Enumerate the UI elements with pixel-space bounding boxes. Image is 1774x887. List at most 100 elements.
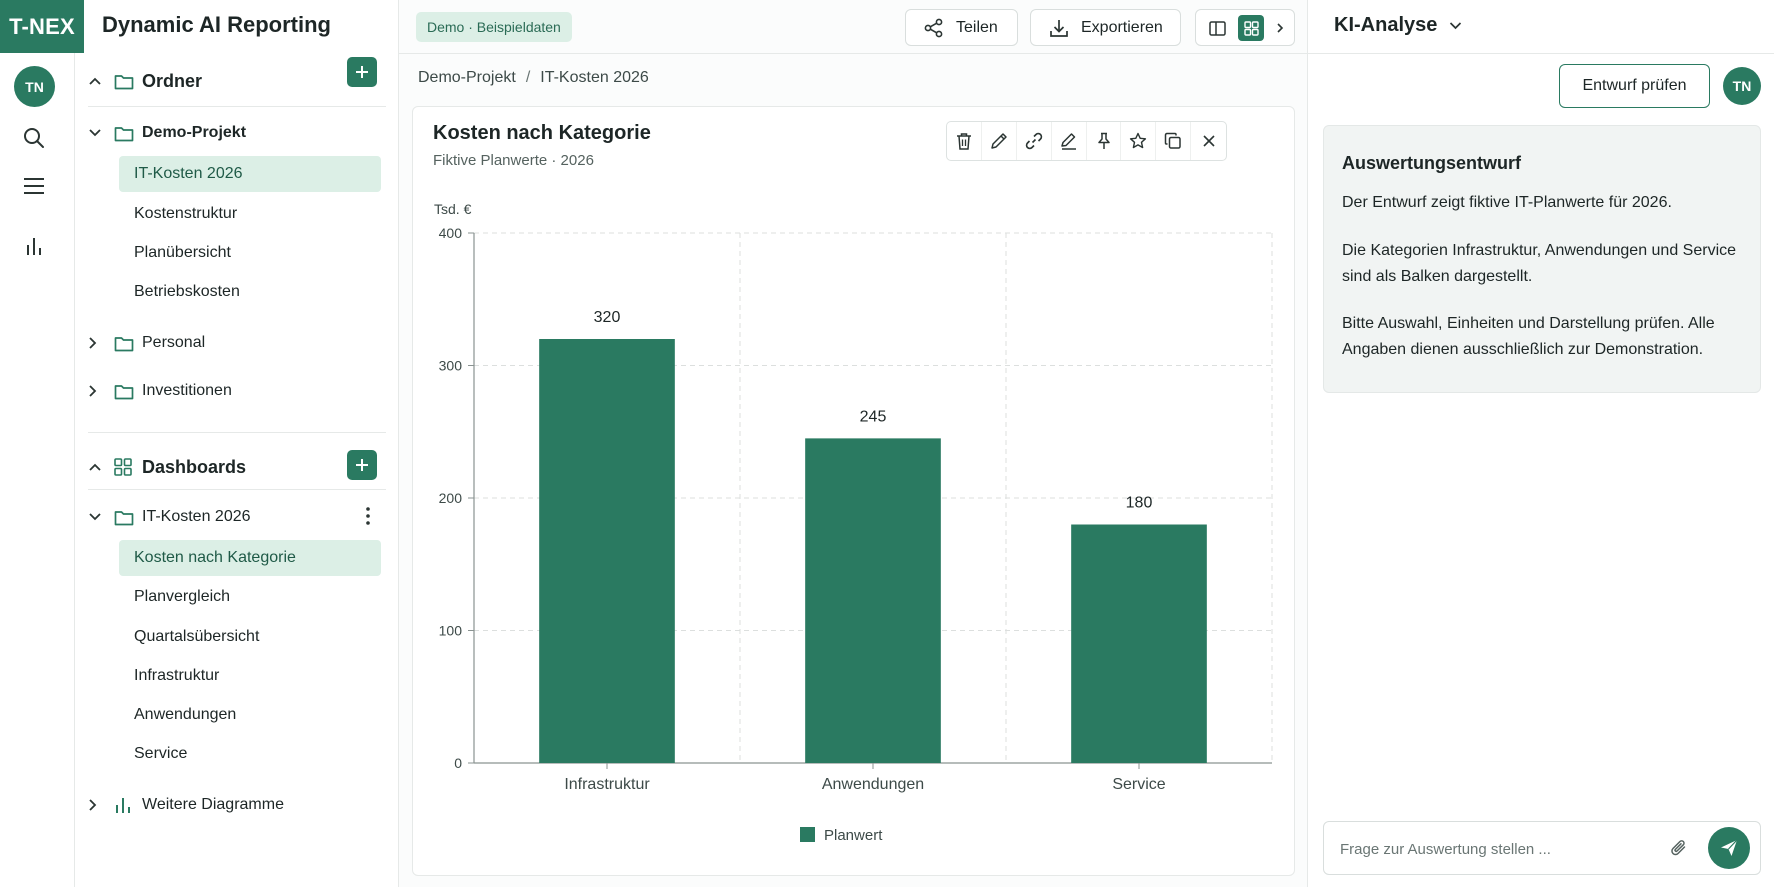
divider	[88, 489, 386, 490]
sidebar-item-planuebersicht[interactable]: Planübersicht	[134, 244, 231, 261]
y-tick-label: 400	[439, 225, 463, 241]
chat-input[interactable]	[1340, 837, 1640, 861]
folder-label: Demo-Projekt	[142, 124, 247, 141]
delete-icon[interactable]	[947, 122, 982, 160]
chart-title: Kosten nach Kategorie	[433, 122, 651, 144]
folder-icon	[114, 73, 142, 90]
analysis-paragraph: Die Kategorien Infrastruktur, Anwendunge…	[1342, 242, 1737, 285]
view-toggle	[1195, 9, 1295, 46]
folder-label: IT-Kosten 2026	[142, 508, 251, 525]
chevron-up-icon	[88, 462, 114, 472]
sidebar-item-betriebskosten[interactable]: Betriebskosten	[134, 283, 240, 300]
y-tick-label: 100	[439, 623, 463, 639]
link-icon[interactable]	[1017, 122, 1052, 160]
y-axis-unit-label: Tsd. €	[434, 201, 472, 217]
paperclip-icon[interactable]	[1666, 834, 1692, 862]
breadcrumb-item[interactable]: IT-Kosten 2026	[540, 69, 649, 86]
brand-logo[interactable]: T-NEX	[0, 0, 84, 53]
bar-chart-icon	[114, 796, 142, 814]
breadcrumb-item[interactable]: Demo-Projekt	[418, 69, 516, 86]
add-folder-button[interactable]	[347, 57, 377, 87]
sidebar-item-kostenstruktur[interactable]: Kostenstruktur	[134, 205, 238, 222]
chat-input-box	[1323, 821, 1761, 875]
annotate-icon[interactable]	[1052, 122, 1087, 160]
analysis-paragraph: Bitte Auswahl, Einheiten und Darstellung…	[1342, 315, 1715, 358]
chevron-right-icon	[88, 336, 114, 350]
sidebar-item-kosten-nach-kategorie[interactable]: Kosten nach Kategorie	[119, 540, 381, 576]
ai-panel-title: KI-Analyse	[1334, 14, 1438, 36]
sidebar-item-service[interactable]: Service	[134, 745, 188, 762]
chevron-down-icon	[1449, 21, 1462, 30]
folder-icon	[114, 125, 142, 142]
sidebar-item-it-kosten-2026[interactable]: IT-Kosten 2026	[119, 156, 381, 192]
dashboards-section-header[interactable]: Dashboards	[88, 452, 388, 482]
chart-subtitle: Fiktive Planwerte · 2026	[433, 152, 594, 169]
x-tick-label: Anwendungen	[822, 776, 924, 793]
download-icon	[1049, 18, 1069, 38]
icon-rail: TN	[0, 0, 75, 887]
x-tick-label: Service	[1112, 776, 1165, 793]
export-label: Exportieren	[1081, 18, 1163, 36]
folder-label: Personal	[142, 334, 206, 351]
favorite-icon[interactable]	[1121, 122, 1157, 160]
breadcrumb: Demo-Projekt / IT-Kosten 2026	[418, 69, 649, 87]
topbar-divider	[399, 53, 1774, 54]
grid-view-icon[interactable]	[1238, 15, 1264, 41]
edit-icon[interactable]	[982, 122, 1017, 160]
chevron-down-icon	[88, 512, 114, 522]
folder-icon	[114, 383, 142, 400]
more-vertical-icon[interactable]	[360, 504, 376, 528]
legend-label: Planwert	[824, 827, 883, 844]
y-tick-label: 0	[454, 755, 462, 771]
grid-icon	[114, 458, 142, 476]
folders-section-header[interactable]: Ordner	[88, 66, 388, 96]
folder-personal[interactable]: Personal	[88, 329, 388, 357]
chart-toolbar	[946, 121, 1227, 161]
avatar[interactable]: TN	[1723, 67, 1761, 105]
add-dashboard-button[interactable]	[347, 450, 377, 480]
menu-icon[interactable]	[16, 168, 52, 204]
plus-icon	[356, 459, 368, 471]
folder-demo-projekt[interactable]: Demo-Projekt	[88, 119, 388, 147]
duplicate-icon[interactable]	[1156, 122, 1192, 160]
share-button[interactable]: Teilen	[905, 9, 1018, 46]
sidebar-item-anwendungen[interactable]: Anwendungen	[134, 706, 237, 723]
folder-icon	[114, 335, 142, 352]
data-label: 245	[860, 408, 887, 425]
sidebar-item-quartalsuebersicht[interactable]: Quartalsübersicht	[134, 628, 260, 645]
chevron-up-icon	[88, 76, 114, 86]
folders-section-title: Ordner	[142, 70, 203, 91]
folder-label: Weitere Diagramme	[142, 796, 284, 813]
folder-weitere-diagramme[interactable]: Weitere Diagramme	[88, 791, 388, 819]
pin-icon[interactable]	[1087, 122, 1122, 160]
divider	[88, 432, 386, 433]
search-icon[interactable]	[16, 120, 52, 156]
folder-investitionen[interactable]: Investitionen	[88, 377, 388, 405]
divider	[88, 106, 386, 107]
send-icon	[1721, 839, 1738, 856]
bar	[1071, 524, 1207, 763]
chevron-right-icon[interactable]	[1270, 15, 1290, 41]
export-button[interactable]: Exportieren	[1030, 9, 1181, 46]
sidebar-item-planvergleich[interactable]: Planvergleich	[134, 588, 231, 605]
sidebar-item-infrastruktur[interactable]: Infrastruktur	[134, 667, 220, 684]
send-button[interactable]	[1708, 827, 1750, 869]
avatar[interactable]: TN	[14, 66, 55, 107]
chevron-down-icon	[88, 128, 114, 138]
x-tick-label: Infrastruktur	[564, 776, 650, 793]
analysis-card	[1323, 125, 1761, 393]
review-draft-button[interactable]: Entwurf prüfen	[1559, 64, 1710, 108]
bar	[539, 339, 675, 763]
dashboard-folder-it-kosten-2026[interactable]: IT-Kosten 2026	[88, 503, 388, 531]
ai-panel-title-dropdown[interactable]: KI-Analyse	[1334, 14, 1462, 37]
app-title: Dynamic AI Reporting	[102, 12, 331, 37]
split-view-icon[interactable]	[1204, 15, 1230, 41]
plus-icon	[356, 66, 368, 78]
share-icon	[924, 18, 944, 38]
bar-chart-icon[interactable]	[16, 228, 52, 264]
demo-badge: Demo · Beispieldaten	[416, 12, 572, 42]
bar	[805, 438, 941, 763]
bar-chart: Tsd. € 0 100 200 300 400 320 Infrastruktur 245 An…	[434, 201, 1273, 844]
close-icon[interactable]	[1191, 122, 1226, 160]
